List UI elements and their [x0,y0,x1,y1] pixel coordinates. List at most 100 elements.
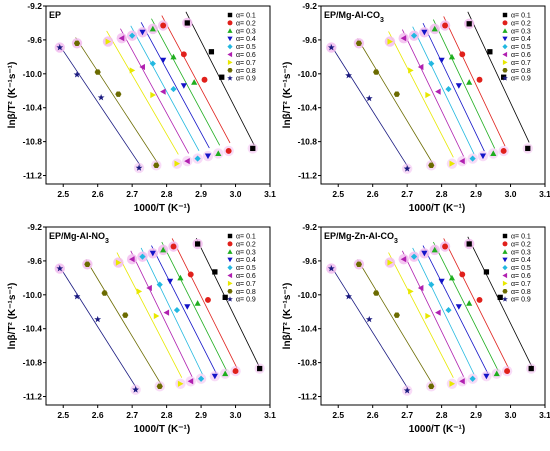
fit-line [151,18,221,146]
data-point [222,370,229,377]
data-point [393,91,400,97]
data-point [149,250,156,257]
legend-marker [502,289,508,294]
data-point [197,375,205,382]
legend-marker [502,75,508,81]
data-point [211,373,218,380]
x-tick-label: 2.7 [401,189,413,199]
x-tick-label: 3.0 [230,410,242,420]
series-8 [71,37,162,171]
data-point [431,25,438,32]
legend-label: α= 0.9 [236,297,256,304]
series-2 [157,15,234,157]
y-tick-label: -11.2 [23,171,42,181]
legend: α= 0.1α= 0.2α= 0.3α= 0.4α= 0.5α= 0.6α= 0… [227,234,256,304]
data-point [365,94,373,102]
data-point [373,290,380,296]
legend-label: α= 0.3 [511,249,531,256]
data-point [184,304,191,310]
data-point [365,315,373,323]
legend-label: α= 0.6 [236,52,256,59]
x-tick-label: 2.8 [161,410,173,420]
series-5 [408,247,478,384]
data-point [170,85,177,93]
fit-line [432,19,496,149]
x-tick-label: 2.9 [470,410,482,420]
legend-marker [502,241,508,247]
data-point [170,243,177,250]
series-2 [439,16,509,157]
data-point [160,22,167,29]
legend-marker [227,241,233,247]
chart-panel-4: 2.5 2.6 2.7 2.8 2.9 3.0 3.1 -9.2 -9.6 -10.0 -10.4 -… [282,222,550,435]
data-point [504,368,511,375]
data-point [146,284,152,292]
fit-line [140,247,203,375]
data-point [400,35,407,42]
legend-label: α= 0.4 [511,36,531,43]
panel-title-text: EP/Mg-Zn-Al-CO [324,231,394,241]
legend-label: α= 0.8 [236,289,256,296]
data-point [445,85,452,93]
legend-label: α= 0.2 [236,20,256,27]
data-point [115,259,122,266]
data-point [187,378,194,385]
data-point [129,32,136,39]
panel-title-text: EP/Mg-Al-CO [324,10,380,20]
x-tick-label: 2.5 [57,189,69,199]
data-point [84,261,91,267]
panel-title-text: EP/Mg-Al-NO [49,231,105,241]
x-tick-label: 2.6 [367,189,379,199]
data-point [327,43,335,51]
data-point [428,162,435,169]
data-point [180,51,187,58]
fit-line [116,252,183,378]
y-tick-label: -11.2 [298,171,317,181]
legend-marker [502,44,508,50]
fit-line [443,238,509,369]
legend-marker [502,59,508,65]
y-tick-label: -10.8 [23,358,43,368]
series-3 [429,19,499,159]
fit-line [75,37,158,164]
data-point [459,378,465,385]
data-point [428,60,435,67]
series-9 [54,42,145,174]
legend-marker [227,233,233,239]
data-point [205,296,211,303]
fit-line [401,250,465,378]
fit-line [422,245,489,374]
fit-line [151,245,217,374]
y-tick-label: -10.4 [298,103,318,113]
legend-marker [227,249,233,254]
fit-line [467,11,530,143]
data-point [191,79,198,85]
data-point [149,60,156,67]
legend-marker [227,289,233,294]
x-tick-label: 3.1 [539,189,550,199]
data-point [442,22,449,29]
data-point [177,274,184,281]
legend-label: α= 0.8 [511,68,531,75]
fit-line [106,30,179,155]
legend: α= 0.1α= 0.2α= 0.3α= 0.4α= 0.5α= 0.6α= 0… [227,13,256,83]
panel-title: EP/Mg-Zn-Al-CO3 [324,231,398,245]
legend-marker [502,249,508,254]
data-point [56,43,64,51]
data-point [180,83,187,89]
data-point [136,288,143,295]
x-tick-label: 2.5 [57,410,69,420]
series-4 [419,22,489,162]
y-tick-label: -10.0 [298,69,318,79]
x-axis-title: 1000/T (K⁻¹) [134,424,190,435]
data-point [149,25,156,32]
legend-marker [227,296,233,302]
fit-line [357,38,433,164]
series-6 [116,28,193,167]
x-tick-label: 2.7 [126,410,138,420]
data-point [97,93,105,101]
panel-title: EP/Mg-Al-NO3 [49,231,109,245]
y-tick-label: -10.4 [23,324,43,334]
legend-label: α= 0.9 [236,76,256,83]
series-4 [137,22,214,162]
